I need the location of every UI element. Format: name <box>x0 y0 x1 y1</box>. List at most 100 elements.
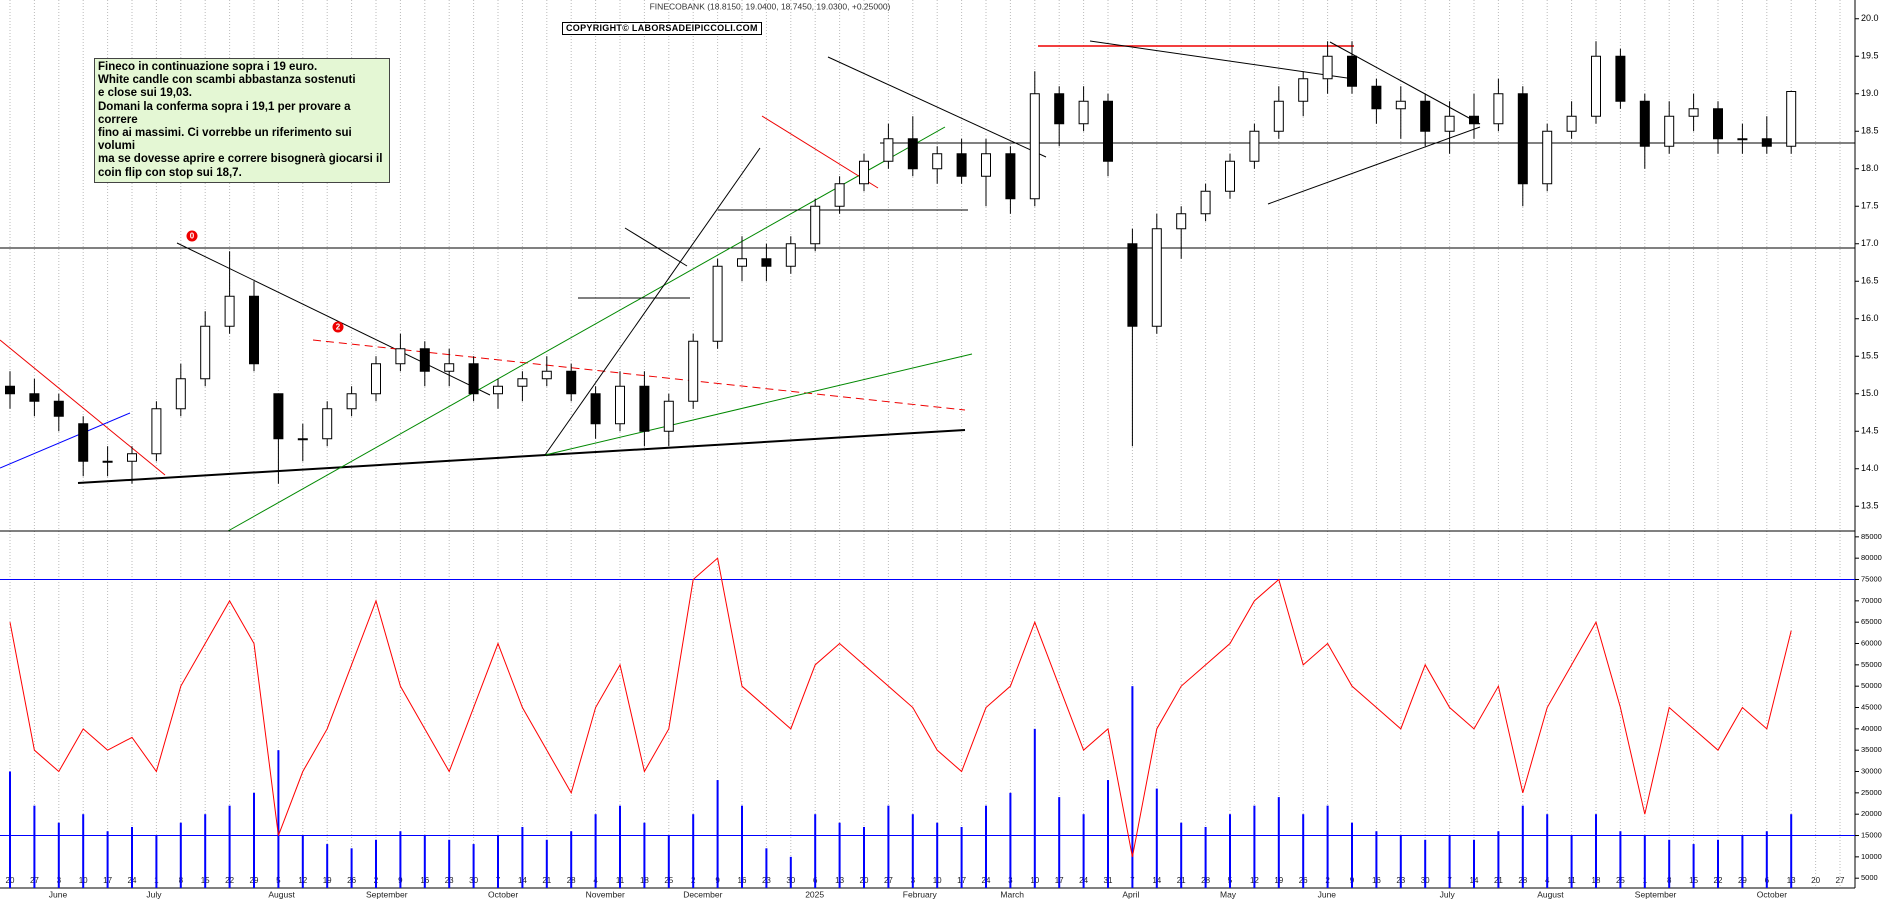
y-tick-label: 45000 <box>1861 702 1882 711</box>
month-label: August <box>1537 889 1564 899</box>
volume-bar <box>521 826 524 888</box>
candle-body <box>688 340 699 402</box>
month-label: August <box>268 889 295 899</box>
volume-bar <box>887 805 890 888</box>
candle-body <box>1542 130 1553 185</box>
month-label: July <box>146 889 162 899</box>
volume-bar <box>179 822 182 888</box>
volume-bar <box>472 844 475 888</box>
volume-bar <box>789 856 792 888</box>
candle-body <box>1664 115 1675 147</box>
volume-bar <box>1009 792 1012 888</box>
volume-bar <box>1082 814 1085 888</box>
volume-bar <box>1668 839 1671 888</box>
x-tick-label: 20 <box>1811 876 1820 885</box>
candle-body <box>1639 100 1650 147</box>
volume-bar <box>1107 780 1109 888</box>
volume-bar <box>1058 797 1061 888</box>
candle-body <box>1078 100 1089 125</box>
candle-body <box>1054 93 1065 125</box>
volume-bar <box>1351 822 1353 888</box>
month-label: July <box>1440 889 1456 899</box>
candle-body <box>907 138 918 170</box>
y-tick-label: 55000 <box>1861 660 1882 669</box>
candle-body <box>761 258 772 267</box>
trendline <box>77 429 966 484</box>
candle-body <box>1298 78 1309 102</box>
month-label: October <box>1757 889 1787 899</box>
candle-body <box>1395 100 1406 110</box>
candle-body <box>1761 138 1772 147</box>
candle-body <box>663 400 674 432</box>
volume-bar <box>326 844 329 888</box>
volume-bar <box>497 835 499 888</box>
candle-body <box>175 378 186 410</box>
candle-body <box>322 408 333 440</box>
y-tick-label: 14.5 <box>1861 426 1879 436</box>
volume-bar <box>765 848 768 888</box>
volume-bar <box>1155 788 1158 888</box>
volume-bar <box>204 814 207 888</box>
volume-bar <box>228 805 231 888</box>
y-tick-label: 16.0 <box>1861 313 1879 323</box>
candle-body <box>1517 93 1528 185</box>
candle-body <box>1273 100 1284 132</box>
candle-body <box>1688 108 1699 117</box>
trendline <box>176 242 491 396</box>
y-tick-label: 75000 <box>1861 574 1882 583</box>
candle-body <box>1322 55 1333 80</box>
volume-bar <box>667 835 670 888</box>
candle-body <box>639 385 650 432</box>
volume-bar <box>1692 844 1695 888</box>
volume-bar <box>448 839 451 888</box>
candle-body <box>151 408 162 455</box>
y-tick-label: 17.0 <box>1861 238 1879 248</box>
candle-body <box>200 325 211 380</box>
candle-body <box>1566 115 1577 132</box>
volume-bar <box>1765 831 1768 888</box>
volume-bar <box>1204 826 1207 888</box>
volume-bar <box>1741 835 1744 888</box>
candle-body <box>1615 55 1626 102</box>
candle-body <box>1005 153 1016 200</box>
month-label: September <box>1635 889 1677 899</box>
volume-bar <box>1131 686 1134 888</box>
y-tick-label: 50000 <box>1861 681 1882 690</box>
volume-bar <box>1033 728 1036 888</box>
y-tick-label: 20.0 <box>1861 13 1879 23</box>
volume-bar <box>619 805 621 888</box>
month-label: November <box>586 889 625 899</box>
annotation-line: ma se dovesse aprire e correre bisognerà… <box>98 153 383 166</box>
candle-body <box>102 460 113 463</box>
candle-body <box>883 138 894 162</box>
candle-body <box>1444 115 1455 132</box>
candle-body <box>712 265 723 342</box>
candle-body <box>1371 85 1382 110</box>
trendline <box>0 339 166 476</box>
volume-bar <box>1399 835 1402 888</box>
oscillator-line <box>9 557 1792 857</box>
y-tick-label: 60000 <box>1861 638 1882 647</box>
annotation-line: White candle con scambi abbastanza soste… <box>98 74 356 87</box>
watermark: COPYRIGHT© LABORSADEIPICCOLI.COM <box>562 22 762 35</box>
volume-bar <box>1180 822 1183 888</box>
y-tick-label: 17.5 <box>1861 201 1879 211</box>
y-tick-label: 19.5 <box>1861 51 1879 61</box>
trendline <box>227 126 946 532</box>
marker <box>186 230 198 242</box>
volume-bar <box>1546 814 1549 888</box>
candle-body <box>1225 160 1235 192</box>
volume-bar <box>1253 805 1256 888</box>
volume-bar <box>936 822 939 888</box>
y-tick-label: 16.5 <box>1861 276 1879 286</box>
volume-bar <box>1790 814 1793 888</box>
candle-body <box>859 160 869 185</box>
marker <box>332 321 344 333</box>
month-label: March <box>1000 889 1024 899</box>
candle-body <box>956 153 967 177</box>
annotation-line: Domani la conferma sopra i 19,1 per prov… <box>98 100 351 126</box>
candle-body <box>517 378 528 387</box>
candle-body <box>1469 115 1479 125</box>
volume-bar <box>838 822 841 888</box>
candle-body <box>249 295 259 365</box>
